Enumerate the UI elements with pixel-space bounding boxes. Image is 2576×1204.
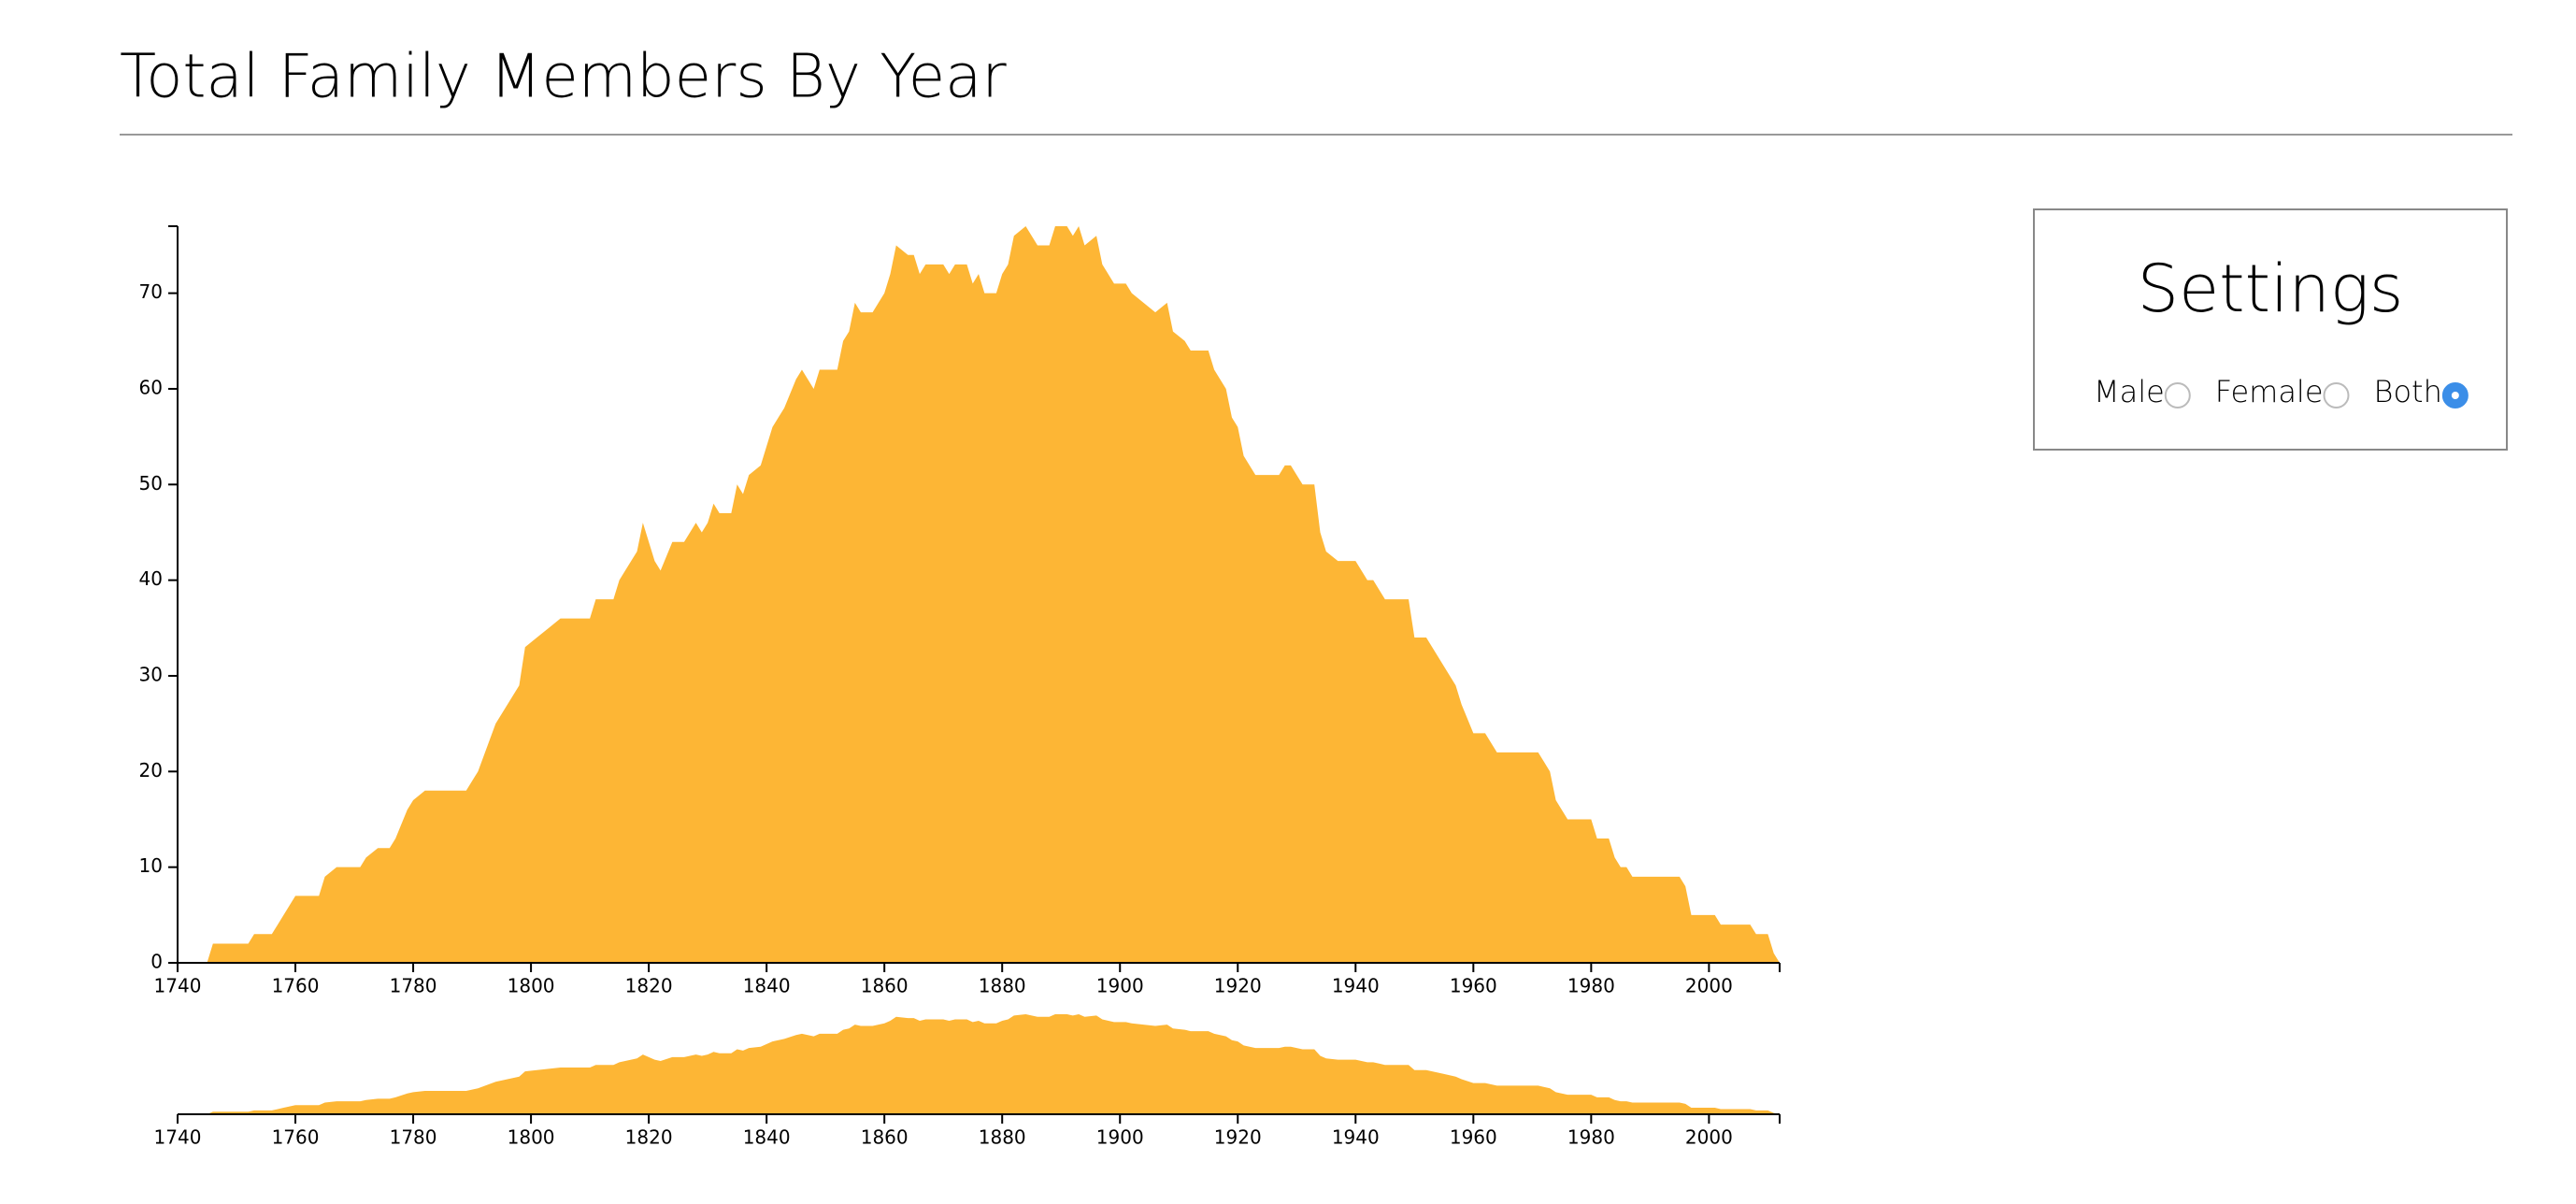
x-tick-label: 1840 <box>743 1126 791 1149</box>
x-tick-label: 1900 <box>1096 1126 1144 1149</box>
y-tick-label: 10 <box>139 854 163 877</box>
radio-button[interactable] <box>2323 382 2350 408</box>
y-tick-label: 60 <box>139 376 163 398</box>
x-tick-label: 1960 <box>1450 1126 1497 1149</box>
x-tick-label: 1780 <box>390 975 437 997</box>
x-tick-label: 1880 <box>979 975 1026 997</box>
x-tick-label: 1940 <box>1332 1126 1380 1149</box>
x-tick-label: 1800 <box>508 975 555 997</box>
y-tick-label: 20 <box>139 759 163 781</box>
x-tick-label: 2000 <box>1685 975 1733 997</box>
x-tick-label: 1920 <box>1214 975 1262 997</box>
x-tick-label: 1760 <box>272 975 320 997</box>
page-title: Total Family Members By Year <box>120 43 1007 112</box>
x-tick-label: 2000 <box>1685 1126 1733 1149</box>
x-tick-label: 1760 <box>272 1126 320 1149</box>
x-tick-label: 1940 <box>1332 975 1380 997</box>
radio-dot[interactable] <box>2451 392 2459 399</box>
x-tick-label: 1860 <box>861 975 909 997</box>
x-tick-label: 1920 <box>1214 1126 1262 1149</box>
x-tick-label: 1900 <box>1096 975 1144 997</box>
radio-label[interactable]: Both <box>2374 374 2442 409</box>
settings-title: Settings <box>2138 251 2404 327</box>
radio-button[interactable] <box>2164 382 2191 408</box>
radio-label[interactable]: Female <box>2215 374 2324 409</box>
x-tick-label: 1780 <box>390 1126 437 1149</box>
x-tick-label: 1820 <box>625 975 673 997</box>
x-tick-label: 1840 <box>743 975 791 997</box>
y-tick-label: 70 <box>139 280 163 303</box>
area <box>207 226 1781 963</box>
x-tick-label: 1960 <box>1450 975 1497 997</box>
y-tick-label: 30 <box>139 663 163 685</box>
y-tick-label: 0 <box>150 951 163 973</box>
x-tick-label: 1800 <box>508 1126 555 1149</box>
y-tick-label: 50 <box>139 472 163 494</box>
y-tick-label: 40 <box>139 567 163 590</box>
x-tick-label: 1740 <box>154 975 202 997</box>
x-tick-label: 1860 <box>861 1126 909 1149</box>
x-tick-label: 1820 <box>625 1126 673 1149</box>
settings-box <box>2033 208 2508 451</box>
x-tick-label: 1740 <box>154 1126 202 1149</box>
x-tick-label: 1980 <box>1567 1126 1615 1149</box>
radio-label[interactable]: Male <box>2094 374 2165 409</box>
context-area <box>207 1014 1781 1114</box>
x-tick-label: 1980 <box>1567 975 1615 997</box>
x-tick-label: 1880 <box>979 1126 1026 1149</box>
